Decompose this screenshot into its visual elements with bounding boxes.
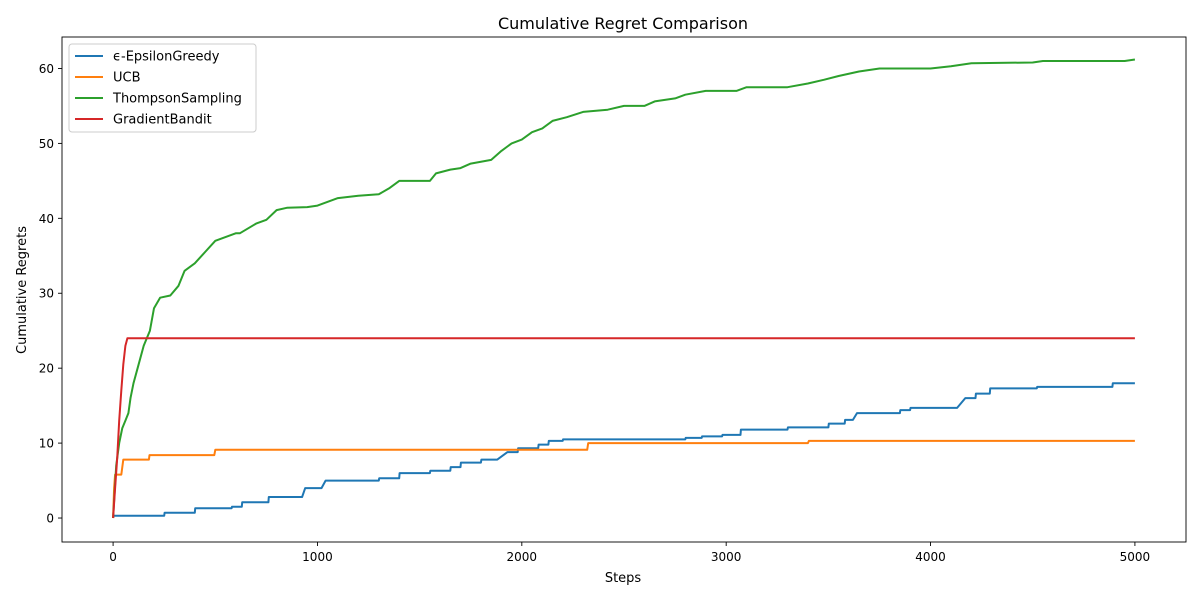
y-tick-label: 30	[39, 287, 54, 301]
y-axis: 0 10 20 30 40 50 60	[39, 62, 62, 526]
y-tick-label: 10	[39, 437, 54, 451]
series-line-0	[112, 382, 1135, 519]
y-tick-label: 50	[39, 137, 54, 151]
plot-frame	[61, 36, 1187, 543]
y-tick-label: 40	[39, 212, 54, 226]
x-tick-label: 2000	[507, 550, 538, 564]
y-axis-label: Cumulative Regrets	[15, 226, 30, 354]
legend-label-0: ϵ-EpsilonGreedy	[113, 50, 220, 65]
chart-title: Cumulative Regret Comparison	[498, 14, 748, 33]
legend-label-2: ThompsonSampling	[112, 92, 242, 107]
y-tick-label: 60	[39, 62, 54, 76]
series-group	[112, 58, 1136, 519]
series-line-2	[112, 58, 1136, 519]
series-line-3	[112, 337, 1135, 519]
legend-label-3: GradientBandit	[113, 113, 212, 128]
y-tick-label: 20	[39, 362, 54, 376]
x-tick-label: 4000	[915, 550, 946, 564]
legend: ϵ-EpsilonGreedy UCB ThompsonSampling Gradie…	[68, 43, 257, 133]
y-tick-label: 0	[46, 512, 54, 526]
x-axis: 0 1000 2000 3000 4000 5000	[109, 542, 1150, 564]
legend-label-1: UCB	[113, 71, 141, 86]
x-axis-label: Steps	[605, 571, 642, 586]
legend-box	[68, 43, 257, 133]
plot-area	[61, 36, 1187, 543]
x-tick-label: 5000	[1120, 550, 1151, 564]
x-tick-label: 3000	[711, 550, 742, 564]
x-tick-label: 0	[109, 550, 117, 564]
x-tick-label: 1000	[302, 550, 333, 564]
